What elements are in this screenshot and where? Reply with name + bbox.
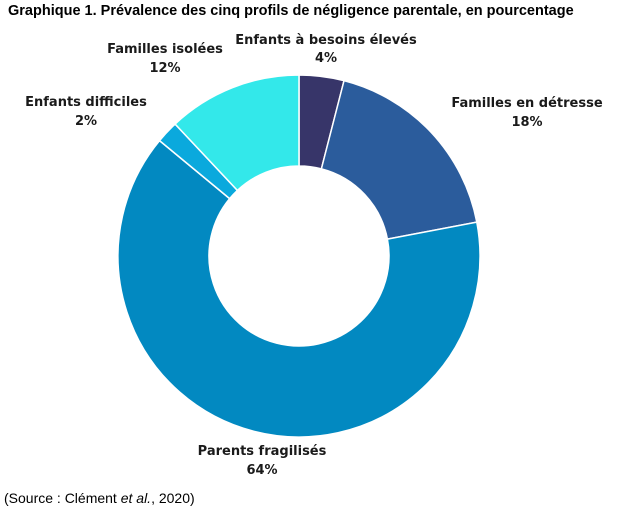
slice-parents-fragilises [117,139,481,438]
source-note: (Source : Clément et al., 2020) [4,490,195,506]
slice-value-parents-fragilises: 64% [246,463,277,478]
slice-label-parents-fragilises: Parents fragilisés [198,444,327,459]
source-suffix: , 2020) [151,490,195,506]
slice-value-enfants-a-besoins-eleves: 4% [315,51,337,66]
slice-value-enfants-difficiles: 2% [75,114,97,129]
slice-value-familles-en-detresse: 18% [511,115,542,130]
slice-label-familles-en-detresse: Familles en détresse [451,96,603,111]
slice-familles-en-detresse [320,79,478,241]
slice-familles-isolees [174,74,300,192]
source-italic: et al. [120,490,152,506]
source-prefix: (Source : Clément [4,490,121,506]
slice-label-enfants-difficiles: Enfants difficiles [25,95,147,110]
slice-label-enfants-a-besoins-eleves: Enfants à besoins élevés [235,33,417,48]
chart-title: Graphique 1. Prévalence des cinq profils… [8,3,574,19]
slice-value-familles-isolees: 12% [149,61,180,76]
slice-label-familles-isolees: Familles isolées [107,42,223,57]
